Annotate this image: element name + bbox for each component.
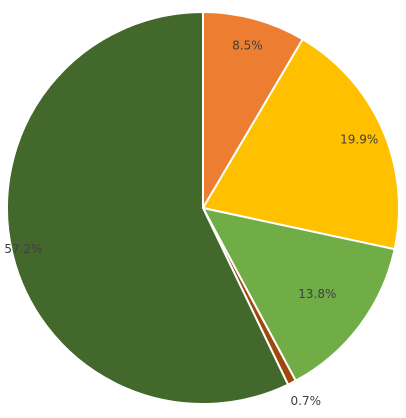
pie-data-label: 13.8% [298,287,336,301]
pie-slice [202,10,305,212]
pie-data-label: 8.5% [232,38,263,52]
pie-data-labels: 8.5% 19.9% 13.8% 0.7% 57.2% [4,38,378,408]
pie-slice [201,37,400,251]
pie-slice [6,10,290,405]
pie-slice [201,206,396,383]
pie-data-label: 57.2% [4,242,42,256]
pie-data-label: 19.9% [340,133,378,147]
pie-slices [6,10,400,405]
pie-data-label: 0.7% [291,394,322,408]
